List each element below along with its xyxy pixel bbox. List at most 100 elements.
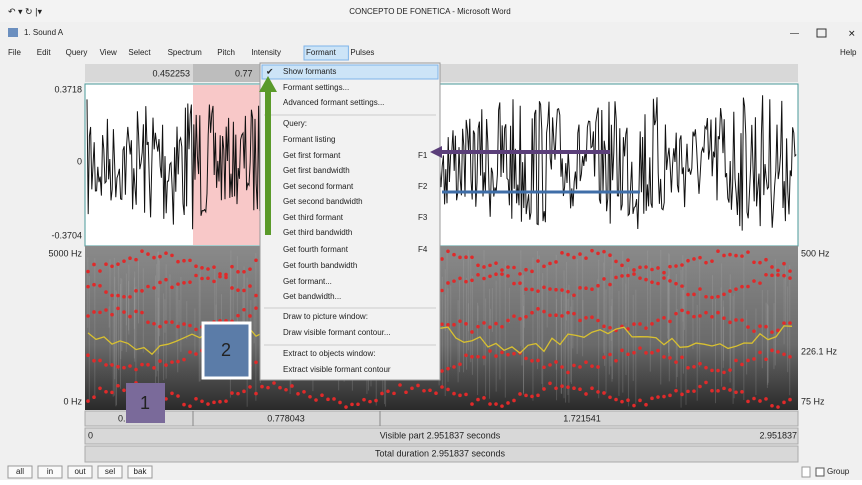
menu-option[interactable]: Get second formant (283, 182, 354, 191)
formant-dot (596, 284, 600, 288)
menu-option[interactable]: Get formant... (283, 277, 332, 286)
quick-access[interactable]: ↶ ▾ ↻ |▾ (8, 6, 42, 16)
menu-option[interactable]: Get first bandwidth (283, 166, 350, 175)
menu-item[interactable]: Formant (306, 48, 337, 57)
menu-shortcut: F2 (418, 182, 428, 191)
formant-dot (746, 325, 750, 329)
selection-end: 0.77 (235, 68, 253, 78)
formant-dot (764, 273, 768, 277)
formant-dot (494, 322, 498, 326)
formant-dot (662, 395, 666, 399)
formant-dot (746, 250, 750, 254)
formant-dot (176, 325, 180, 329)
menu-shortcut: F4 (418, 245, 428, 254)
formant-dot (692, 389, 696, 393)
formant-dot (716, 311, 720, 315)
menu-shortcut: F1 (418, 151, 428, 160)
menu-item[interactable]: Pitch (217, 48, 235, 57)
menu-option[interactable]: Get third bandwidth (283, 228, 352, 237)
formant-dot (110, 313, 114, 317)
formant-dot (602, 391, 606, 395)
formant-dot (188, 350, 192, 354)
formant-dot (614, 359, 618, 363)
formant-dot (158, 255, 162, 259)
formant-dot (446, 388, 450, 392)
menu-help[interactable]: Help (840, 48, 857, 57)
menu-option[interactable]: Advanced formant settings... (283, 98, 384, 107)
menu-option[interactable]: Get third formant (283, 213, 344, 222)
menu-option[interactable]: Get bandwidth... (283, 292, 341, 301)
formant-dot (578, 252, 582, 256)
formant-dot (248, 284, 252, 288)
formant-dot (446, 323, 450, 327)
menu-item[interactable]: Select (128, 48, 151, 57)
formant-dot (782, 274, 786, 278)
menu-item[interactable]: View (100, 48, 117, 57)
formant-dot (200, 277, 204, 281)
menu-option[interactable]: Formant listing (283, 135, 335, 144)
formant-dot (494, 261, 498, 265)
menu-option[interactable]: Extract visible formant contour (283, 365, 391, 374)
formant-dot (554, 288, 558, 292)
formant-dot (278, 386, 282, 390)
formant-dot (536, 289, 540, 293)
formant-dot (542, 285, 546, 289)
formant-dot (284, 388, 288, 392)
formant-dot (536, 259, 540, 263)
formant-dot (476, 355, 480, 359)
formant-dot (590, 315, 594, 319)
formant-dot (776, 273, 780, 277)
menu-option[interactable]: Draw visible formant contour... (283, 328, 391, 337)
formant-dot (140, 249, 144, 253)
formant-dot (644, 278, 648, 282)
formant-dot (440, 289, 444, 293)
formant-dot (92, 283, 96, 287)
menu-item[interactable]: File (8, 48, 21, 57)
menu-item[interactable]: Pulses (350, 48, 374, 57)
close[interactable]: ✕ (848, 28, 856, 38)
formant-dot (500, 351, 504, 355)
minimize[interactable]: — (790, 27, 799, 37)
formant-dot (662, 276, 666, 280)
formant-dot (242, 308, 246, 312)
formant-dot (782, 321, 786, 325)
formant-dot (194, 328, 198, 332)
group-label: Group (827, 467, 850, 476)
formant-dot (128, 256, 132, 260)
formant-dot (182, 358, 186, 362)
formant-dot (170, 320, 174, 324)
menu-option[interactable]: Get fourth bandwidth (283, 261, 357, 270)
menu-item[interactable]: Edit (37, 48, 52, 57)
formant-dot (788, 355, 792, 359)
group-checkbox[interactable] (816, 468, 824, 476)
formant-dot (656, 318, 660, 322)
formant-dot (686, 259, 690, 263)
formant-dot (542, 265, 546, 269)
menu-option[interactable]: Get fourth formant (283, 245, 349, 254)
formant-dot (686, 390, 690, 394)
formant-dot (140, 289, 144, 293)
menu-option[interactable]: Show formants (283, 67, 336, 76)
formant-dot (572, 386, 576, 390)
formant-dot (290, 384, 294, 388)
menu-option[interactable]: Get second bandwidth (283, 197, 363, 206)
menu-item[interactable]: Query (66, 48, 88, 57)
formant-dot (428, 388, 432, 392)
formant-dot (146, 285, 150, 289)
formant-dot (242, 289, 246, 293)
spec-top: 5000 Hz (48, 248, 82, 258)
formant-dot (716, 369, 720, 373)
menu-item[interactable]: Intensity (251, 48, 281, 57)
time-a: 0. (118, 413, 126, 423)
formant-dot (512, 266, 516, 270)
time-c: 1.721541 (563, 413, 601, 423)
formant-dot (548, 382, 552, 386)
menu-item[interactable]: Spectrum (168, 48, 203, 57)
menu-option[interactable]: Get first formant (283, 151, 341, 160)
formant-dot (680, 393, 684, 397)
formant-dot (638, 322, 642, 326)
formant-dot (518, 392, 522, 396)
formant-dot (134, 289, 138, 293)
formant-dot (734, 287, 738, 291)
menu-option[interactable]: Formant settings... (283, 83, 349, 92)
